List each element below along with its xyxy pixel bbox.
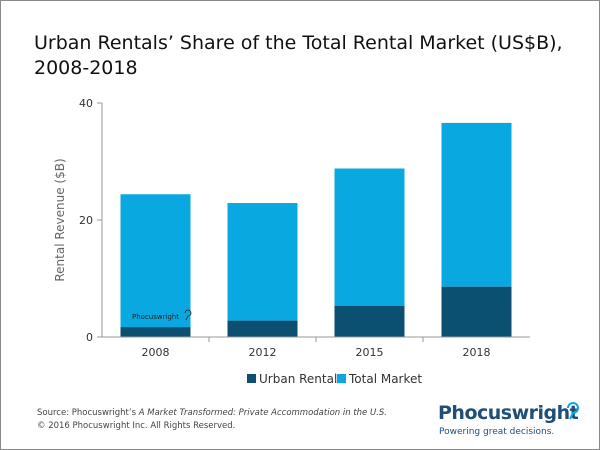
chart-title: Urban Rentals’ Share of the Total Rental… <box>34 31 574 81</box>
source-report-title: A Market Transformed: Private Accommodat… <box>138 408 387 418</box>
source-line: Source: Phocuswright’s A Market Transfor… <box>37 407 387 420</box>
bar-total-market-2012 <box>227 203 298 321</box>
x-tick-label-2015: 2015 <box>356 346 384 359</box>
y-tick-label: 40 <box>79 97 93 110</box>
title-line-1: Urban Rentals’ Share of the Total Rental… <box>34 32 563 54</box>
x-tick-label-2012: 2012 <box>249 346 277 359</box>
logo-name: Phocuswright <box>438 402 579 424</box>
x-tick-label-2018: 2018 <box>463 346 491 359</box>
watermark-text: Phocuswright <box>132 313 179 321</box>
legend-label-urban: Urban Rentals <box>259 372 344 386</box>
logo-tagline: Powering great decisions. <box>439 427 555 437</box>
bar-total-market-2015 <box>334 168 405 306</box>
y-axis-title: Rental Revenue ($B) <box>53 158 67 281</box>
bar-total-market-2018 <box>441 122 512 287</box>
title-line-2: 2008-2018 <box>34 57 138 79</box>
bar-total-market-2008 <box>120 194 191 328</box>
legend-swatch-total <box>337 374 346 383</box>
watermark-mark-icon <box>184 309 192 321</box>
source-prefix: Source: Phocuswright’s <box>37 408 139 418</box>
legend: Urban Rentals Total Market <box>247 372 422 386</box>
legend-label-total: Total Market <box>348 372 422 386</box>
bar-urban-rentals-2015 <box>334 305 405 337</box>
phocuswright-logo: Phocuswright Powering great decisions. <box>438 402 588 444</box>
y-ticks: 0 20 40 <box>79 97 102 344</box>
chart-area: 0 20 40 2008 2012 2015 2018 Rental Revenue ($… <box>53 97 530 386</box>
legend-swatch-urban <box>247 374 256 383</box>
logo-mark-icon <box>567 402 579 420</box>
bars-group <box>120 122 512 337</box>
copyright: © 2016 Phocuswright Inc. All Rights Rese… <box>37 421 236 431</box>
bar-urban-rentals-2018 <box>441 286 512 337</box>
bar-urban-rentals-2008 <box>120 327 191 337</box>
watermark: Phocuswright <box>132 309 192 321</box>
source-note: Source: Phocuswright’s A Market Transfor… <box>37 407 387 433</box>
bar-urban-rentals-2012 <box>227 320 298 337</box>
y-tick-label: 0 <box>86 331 93 344</box>
x-tick-label-2008: 2008 <box>142 346 170 359</box>
y-tick-label: 20 <box>79 214 93 227</box>
x-ticks: 2008 2012 2015 2018 <box>142 337 491 359</box>
